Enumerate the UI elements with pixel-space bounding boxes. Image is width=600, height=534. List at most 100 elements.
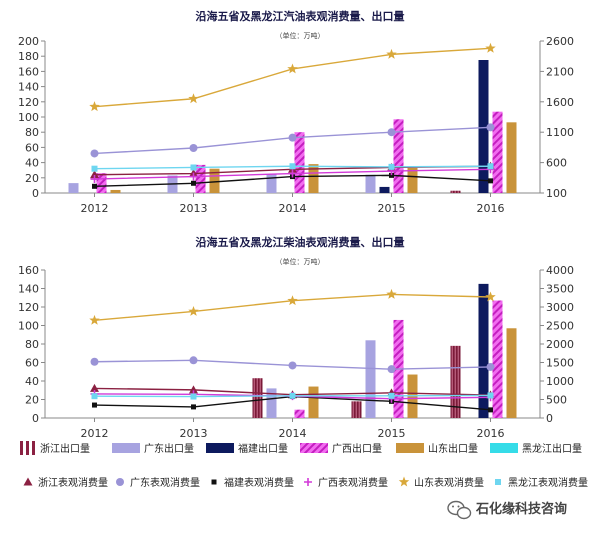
chart2-left-tick-label: 100 <box>18 320 39 333</box>
chart2-point-fujian-2016 <box>488 407 493 413</box>
chart2-left-tick-label: 160 <box>18 264 39 277</box>
chart2-left-tick-label: 80 <box>25 338 39 351</box>
legend-label-guangxi-export: 广西出口量 <box>332 442 382 455</box>
chart1-bar-fujian-2015 <box>379 186 390 193</box>
chart2-point-heilongjiang-2016 <box>487 392 494 399</box>
chart2-bar-shandong-2016 <box>506 328 517 418</box>
chart1-x-tick-label: 2016 <box>477 202 505 215</box>
chart2-point-zhejiang-2012 <box>90 383 99 392</box>
chart2-point-fujian-2013 <box>191 404 196 410</box>
chart1-bar-shandong-2014 <box>308 164 319 193</box>
chart1-bar-guangxi-2016 <box>492 111 503 193</box>
chart2-right-tick-label: 1500 <box>546 357 574 370</box>
chart2-point-shandong-2012 <box>89 314 100 325</box>
chart2-title: 沿海五省及黑龙江柴油表观消费量、出口量 <box>196 235 405 249</box>
chart1-x-tick-label: 2014 <box>279 202 307 215</box>
chart2-point-guangdong-2012 <box>90 357 99 366</box>
chart2-x-tick-label: 2014 <box>279 427 307 440</box>
chart1-point-fujian-2015 <box>389 172 394 178</box>
chart1-bar-guangxi-2012 <box>96 173 107 193</box>
chart1-bar-shandong-2012 <box>110 189 121 193</box>
chart1-right-tick-label: 1100 <box>546 126 574 139</box>
legend-label-zhejiang-export: 浙江出口量 <box>40 442 90 455</box>
legend-label-fujian-consumption: 福建表观消费量 <box>224 476 294 489</box>
chart2-right-tick-label: 4000 <box>546 264 574 277</box>
legend-marker-fujian-consumption <box>211 479 217 485</box>
chart2-left-tick-label: 140 <box>18 283 39 296</box>
chart2-left-tick-label: 60 <box>25 357 39 370</box>
watermark-text: 石化缘科技咨询 <box>475 501 567 517</box>
chart1-point-guangdong-2015 <box>387 128 396 137</box>
chart1-x-tick-label: 2015 <box>378 202 406 215</box>
chart1-right-tick-label: 2600 <box>546 35 574 48</box>
legend-swatch-shandong-export <box>396 443 424 453</box>
chart1-point-heilongjiang-2013 <box>190 164 197 171</box>
chart1-point-shandong-2013 <box>188 93 199 104</box>
watermark: 石化缘科技咨询 <box>447 500 567 520</box>
chart2-point-shandong-2015 <box>386 288 397 299</box>
legend-label-guangdong-consumption: 广东表观消费量 <box>130 476 200 489</box>
chart1-point-fujian-2013 <box>191 180 196 186</box>
legend-swatch-zhejiang-export <box>32 441 35 455</box>
chart2-right-tick-label: 500 <box>546 394 567 407</box>
legend-marker-heilongjiang-consumption <box>495 479 501 485</box>
chart1-right-tick-label: 2100 <box>546 65 574 78</box>
chart1-bar-guangxi-2013 <box>195 164 206 193</box>
chart1-left-tick-label: 180 <box>18 50 39 63</box>
chart2-point-guangdong-2015 <box>387 365 396 374</box>
chart2-bar-guangdong-2015 <box>365 340 376 418</box>
chart2-bar-fujian-2016 <box>478 283 489 418</box>
chart1-point-guangxi-2014 <box>288 169 297 178</box>
chart1-point-guangdong-2013 <box>189 144 198 153</box>
legend-label-shandong-export: 山东出口量 <box>428 442 478 455</box>
chart2-plot: 0 20 40 60 80 100 120 140 160 0 500 1000 1500 2000 250… <box>18 264 574 440</box>
legend-label-fujian-export: 福建出口量 <box>238 442 288 455</box>
chart1-left-tick-label: 140 <box>18 81 39 94</box>
chart1-left-tick-label: 200 <box>18 35 39 48</box>
chart2-point-shandong-2014 <box>287 295 298 306</box>
chart2-x-tick-label: 2015 <box>378 427 406 440</box>
chart1-left-tick-label: 120 <box>18 96 39 109</box>
chart2-point-zhejiang-2013 <box>189 385 198 394</box>
legend-swatch-heilongjiang-export <box>490 443 518 453</box>
chart1-right-tick-label: 1600 <box>546 96 574 109</box>
legend-swatch-zhejiang-export <box>26 441 29 455</box>
chart2-left-tick-label: 40 <box>25 375 39 388</box>
chart2-right-tick-label: 0 <box>546 412 553 425</box>
legend-swatch-guangxi-export <box>300 443 328 453</box>
chart2-right-tick-label: 1000 <box>546 375 574 388</box>
legend-marker-shandong-consumption <box>398 476 410 487</box>
legend-swatch-guangdong-export <box>112 443 140 453</box>
chart2-point-heilongjiang-2012 <box>91 393 98 400</box>
chart2-x-tick-label: 2012 <box>81 427 109 440</box>
chart2-bar-guangdong-2014 <box>266 388 277 418</box>
chart1-left-tick-label: 0 <box>32 187 39 200</box>
chart1-point-zhejiang-2012 <box>90 170 99 179</box>
legend-label-heilongjiang-consumption: 黑龙江表观消费量 <box>508 476 588 489</box>
chart1-left-tick-label: 160 <box>18 65 39 78</box>
chart1-right-tick-label: 600 <box>546 157 567 170</box>
chart2-right-tick-label: 2500 <box>546 320 574 333</box>
chart1-x-tick-label: 2012 <box>81 202 109 215</box>
chart1-point-heilongjiang-2012 <box>91 165 98 172</box>
chart1-bar-shandong-2016 <box>506 122 517 193</box>
chart2-bar-zhejiang-2016 <box>450 345 461 418</box>
chart1-bar-guangxi-2015 <box>393 119 404 193</box>
chart1-point-guangxi-2012 <box>90 175 99 184</box>
legend-label-zhejiang-consumption: 浙江表观消费量 <box>38 476 108 489</box>
chart2-left-tick-label: 0 <box>32 412 39 425</box>
chart1-left-tick-label: 80 <box>25 126 39 139</box>
chart1-title: 沿海五省及黑龙江汽油表观消费量、出口量 <box>196 9 405 23</box>
legend-label-guangdong-export: 广东出口量 <box>144 442 194 455</box>
legend-marker-guangdong-consumption <box>116 478 124 486</box>
chart1-line-shandong <box>94 47 491 108</box>
chart2-bar-guangxi-2016 <box>492 300 503 418</box>
chart2-left-tick-label: 120 <box>18 301 39 314</box>
chart1-point-shandong-2015 <box>386 48 397 59</box>
chart2-bar-zhejiang-2014 <box>252 378 263 418</box>
chart1-point-fujian-2016 <box>488 178 493 184</box>
chart1-x-tick-label: 2013 <box>180 202 208 215</box>
chart1-bar-guangdong-2015 <box>365 174 376 193</box>
